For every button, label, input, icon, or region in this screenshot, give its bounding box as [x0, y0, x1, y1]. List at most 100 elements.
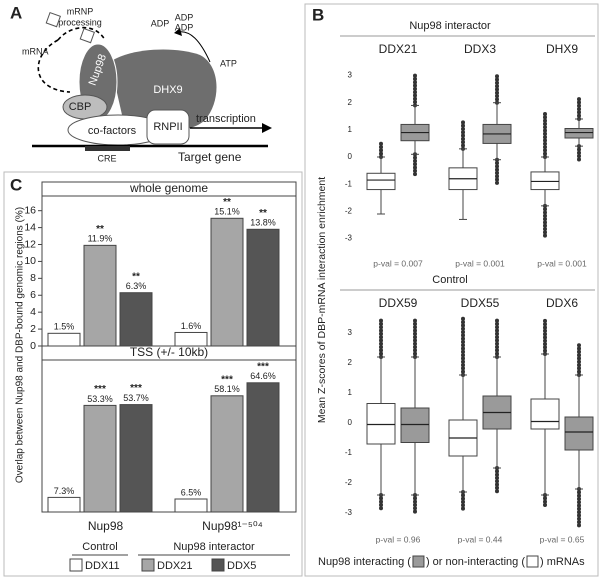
p-value: p-val = 0.65 [540, 534, 585, 544]
value-label: 64.6% [250, 371, 276, 381]
bar [246, 382, 280, 513]
y-tick-label: -2 [345, 478, 353, 487]
legend-text: ) mRNAs [540, 556, 585, 568]
diagram-label: processing [58, 17, 102, 27]
legend-swatch [526, 555, 539, 568]
legend-text: ) or non-interacting ( [426, 556, 525, 568]
y-tick-label: 2 [30, 323, 36, 335]
p-value: p-val = 0.001 [537, 258, 587, 268]
y-tick-label: -1 [345, 179, 353, 188]
panel-subtitle: whole genome [129, 181, 208, 195]
bar [83, 404, 117, 513]
category-label: DDX59 [379, 296, 418, 310]
diagram-label: mRNA [22, 46, 49, 56]
diagram-label: mRNP [67, 6, 94, 16]
group-title: Nup98 interactor [409, 20, 491, 32]
panel-label: B [312, 5, 324, 24]
significance: *** [130, 383, 142, 394]
p-value: p-val = 0.007 [373, 258, 423, 268]
value-label: 1.6% [181, 321, 202, 331]
arrow-head [262, 123, 272, 133]
y-tick-label: 12 [24, 238, 36, 250]
legend-group: Nup98 interactor [173, 541, 255, 553]
panel-label: C [10, 175, 22, 194]
legend-swatch [211, 558, 225, 572]
box [564, 416, 594, 451]
bar [47, 496, 81, 513]
value-label: 53.7% [123, 393, 149, 403]
value-label: 15.1% [214, 207, 240, 217]
diagram-label: co-factors [88, 125, 137, 137]
category-label: DHX9 [546, 42, 578, 56]
mrna-strand [37, 39, 71, 93]
diagram-label: CBP [69, 101, 92, 113]
y-tick-label: 3 [348, 328, 353, 337]
diagram-label: DHX9 [153, 84, 182, 96]
p-value: p-val = 0.44 [458, 534, 503, 544]
significance: *** [257, 361, 269, 372]
value-label: 7.3% [54, 486, 75, 496]
legend-swatch [141, 558, 155, 572]
diagram-label: ADP [175, 12, 194, 22]
panel-b-frame [304, 3, 599, 577]
legend-text: Nup98 interacting ( [318, 556, 411, 568]
y-tick-label: 4 [30, 306, 36, 318]
legend-label: DDX5 [227, 560, 256, 572]
legend-swatch [69, 558, 83, 572]
y-axis-label: Overlap between Nup98 and DBP-bound geno… [15, 207, 26, 483]
dhx9-shape [110, 49, 217, 132]
bar [119, 292, 153, 347]
y-tick-label: 10 [24, 255, 36, 267]
mrnp-box [79, 27, 95, 44]
significance: ** [96, 224, 104, 235]
y-tick-label: -1 [345, 448, 353, 457]
arrow-head [174, 28, 182, 36]
panel-c-frame [3, 171, 303, 577]
x-tick-label: Nup98 [88, 519, 124, 533]
diagram-label: transcription [196, 113, 256, 125]
legend-swatch [412, 555, 425, 568]
diagram-label: RNPII [153, 121, 182, 133]
category-label: DDX21 [379, 42, 418, 56]
legend-label: DDX11 [85, 560, 120, 572]
diagram: mRNP processing mRNA Nup98 DHX9 ADP ADP … [22, 6, 272, 164]
category-label: DDX6 [546, 296, 578, 310]
mrna-strand [57, 26, 106, 41]
bar [210, 395, 244, 513]
y-tick-label: 2 [348, 98, 353, 107]
y-axis-label: Mean Z-scores of DBP-mRNA interaction en… [316, 177, 328, 423]
value-label: 6.3% [126, 281, 147, 291]
mrnp-box [45, 11, 61, 28]
value-label: 1.5% [54, 322, 75, 332]
bar [174, 331, 208, 347]
y-tick-label: 14 [24, 221, 36, 233]
diagram-label: Target gene [178, 150, 242, 164]
x-tick-label: Nup98¹⁻⁵⁰⁴ [202, 519, 263, 533]
box [400, 407, 430, 443]
group-title: Control [432, 274, 467, 286]
y-tick-label: 6 [30, 289, 36, 301]
plot-frame [41, 345, 297, 513]
bar [174, 498, 208, 513]
value-label: 58.1% [214, 384, 240, 394]
y-tick-label: 8 [30, 272, 36, 284]
significance: ** [259, 208, 267, 219]
bar [246, 228, 280, 347]
box [366, 403, 396, 445]
diagram-label: ATP [220, 58, 237, 68]
value-label: 53.3% [87, 394, 113, 404]
bar [47, 332, 81, 347]
category-label: DDX55 [461, 296, 500, 310]
legend-label: DDX21 [157, 560, 192, 572]
panel-subtitle: TSS (+/- 10kb) [130, 345, 208, 359]
panel-label: A [10, 3, 22, 22]
y-tick-label: -3 [345, 508, 353, 517]
y-tick-label: 0 [30, 340, 36, 352]
category-label: DDX3 [464, 42, 496, 56]
y-tick-label: 3 [348, 71, 353, 80]
value-label: 11.9% [88, 234, 113, 244]
y-tick-label: 1 [348, 125, 353, 134]
significance: *** [94, 384, 106, 395]
box [366, 172, 396, 191]
